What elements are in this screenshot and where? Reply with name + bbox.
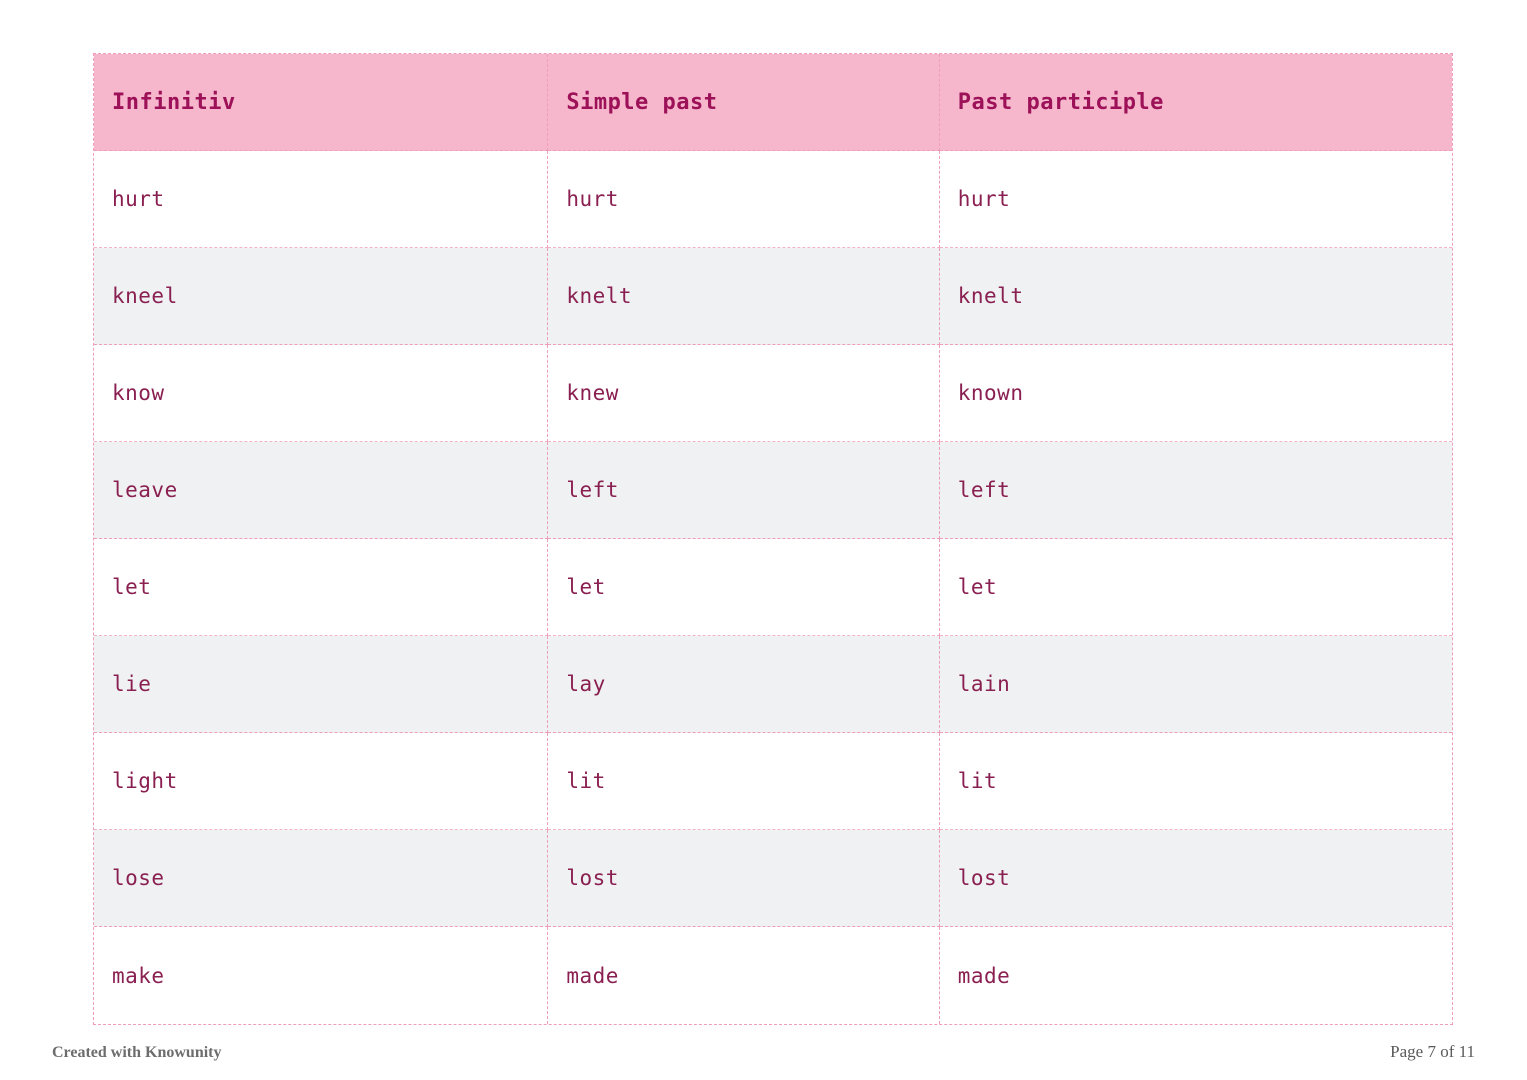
table-row: lose lost lost (94, 830, 1452, 927)
table-row: know knew known (94, 345, 1452, 442)
cell-past-participle: lost (939, 830, 1452, 927)
table-row: hurt hurt hurt (94, 151, 1452, 248)
page-number-label: Page 7 of 11 (1390, 1042, 1475, 1061)
table-row: light lit lit (94, 733, 1452, 830)
table-row: kneel knelt knelt (94, 248, 1452, 345)
irregular-verbs-table: Infinitiv Simple past Past participle hu… (93, 53, 1453, 1025)
table-row: let let let (94, 539, 1452, 636)
cell-infinitive: light (94, 733, 549, 830)
cell-simple-past: hurt (548, 151, 940, 248)
cell-past-participle: known (939, 345, 1452, 442)
cell-simple-past: knew (548, 345, 940, 442)
cell-simple-past: left (548, 442, 940, 539)
cell-past-participle: left (939, 442, 1452, 539)
cell-past-participle: hurt (939, 151, 1452, 248)
cell-past-participle: lit (939, 733, 1452, 830)
cell-infinitive: know (94, 345, 549, 442)
cell-infinitive: kneel (94, 248, 549, 345)
table-row: lie lay lain (94, 636, 1452, 733)
table-row: make made made (94, 927, 1452, 1024)
cell-infinitive: make (94, 927, 549, 1024)
cell-simple-past: let (548, 539, 940, 636)
cell-past-participle: let (939, 539, 1452, 636)
cell-simple-past: made (548, 927, 940, 1024)
cell-simple-past: lay (548, 636, 940, 733)
cell-simple-past: lit (548, 733, 940, 830)
cell-infinitive: let (94, 539, 549, 636)
cell-past-participle: lain (939, 636, 1452, 733)
cell-infinitive: hurt (94, 151, 549, 248)
cell-past-participle: knelt (939, 248, 1452, 345)
cell-past-participle: made (939, 927, 1452, 1024)
table-row: leave left left (94, 442, 1452, 539)
cell-simple-past: knelt (548, 248, 940, 345)
cell-infinitive: lose (94, 830, 549, 927)
created-with-label: Created with Knowunity (52, 1044, 222, 1061)
cell-infinitive: lie (94, 636, 549, 733)
cell-simple-past: lost (548, 830, 940, 927)
cell-infinitive: leave (94, 442, 549, 539)
header-cell-simple-past: Simple past (548, 54, 940, 151)
header-cell-infinitive: Infinitiv (94, 54, 549, 151)
header-cell-past-participle: Past participle (939, 54, 1452, 151)
page-footer: Created with Knowunity Page 7 of 11 (52, 1042, 1475, 1062)
table-header-row: Infinitiv Simple past Past participle (94, 54, 1452, 151)
